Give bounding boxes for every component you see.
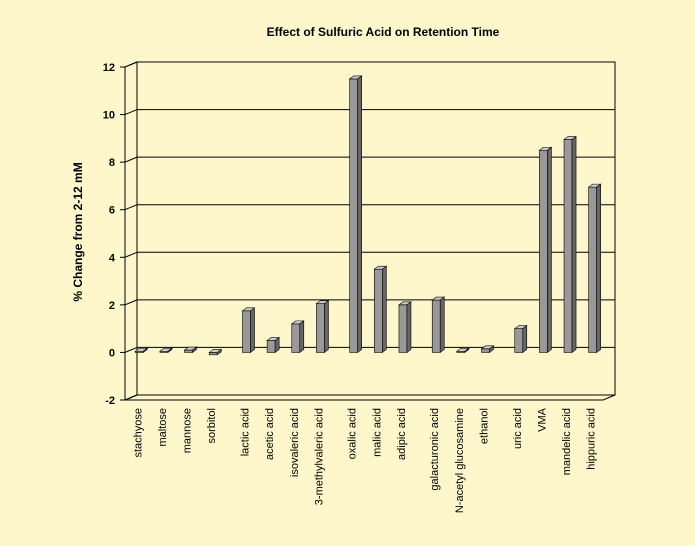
bar-side — [324, 300, 329, 354]
y-axis-label: % Change from 2-12 mM — [71, 162, 85, 301]
bar-side — [192, 346, 197, 354]
bar — [241, 307, 256, 354]
x-tick-label: uric acid — [512, 408, 524, 449]
grid-line — [124, 156, 138, 163]
grid-line — [124, 251, 138, 258]
bar — [563, 135, 577, 354]
grid-line — [124, 299, 138, 306]
y-tick-label: 8 — [109, 157, 115, 169]
bar-side — [274, 336, 280, 354]
chart-title: Effect of Sulfuric Acid on Retention Tim… — [267, 25, 500, 39]
bar-side — [382, 265, 387, 354]
bar — [373, 265, 388, 354]
grid-line — [124, 394, 138, 401]
y-tick-label: 0 — [109, 347, 115, 359]
bar — [587, 183, 602, 354]
bar-front — [374, 268, 383, 353]
floor — [124, 394, 616, 401]
x-tick-label: adipic acid — [396, 408, 408, 460]
grid-line — [124, 204, 138, 211]
bar — [513, 325, 528, 354]
x-tick-label: galacturonic acid — [429, 408, 441, 491]
bar-front — [349, 78, 358, 353]
y-tick-label: -2 — [105, 395, 115, 407]
y-tick-label: 12 — [103, 62, 115, 74]
y-tick-label: 6 — [109, 205, 115, 217]
bar-front — [266, 340, 276, 353]
bar — [183, 346, 198, 354]
grid-line — [124, 109, 138, 116]
bar-side — [216, 348, 222, 356]
bar-front — [242, 310, 251, 353]
x-tick-label: hippuric acid — [586, 408, 598, 470]
x-tick-label: malic acid — [371, 408, 383, 457]
bar — [290, 320, 305, 354]
bar-front — [431, 299, 441, 353]
bar-front — [316, 303, 325, 353]
bar — [266, 336, 281, 354]
bar — [398, 301, 412, 354]
bar-side — [464, 347, 470, 354]
x-tick-label: maltose — [157, 408, 169, 447]
bar-side — [250, 307, 255, 354]
bar-side — [489, 345, 494, 354]
bar-front — [588, 186, 597, 353]
x-tick-label: mannose — [182, 408, 194, 453]
x-tick-label: ethanol — [479, 408, 491, 444]
bar — [538, 146, 553, 354]
grid-line — [124, 346, 138, 353]
bar — [134, 347, 149, 354]
bar-side — [547, 146, 552, 354]
y-tick-label: 10 — [103, 110, 115, 122]
y-tick-label: 4 — [109, 252, 116, 264]
x-tick-label: isovaleric acid — [289, 408, 301, 477]
grid-line — [124, 61, 138, 68]
x-tick-label: lactic acid — [240, 408, 252, 456]
bar — [431, 296, 446, 354]
bar — [348, 75, 363, 354]
bar — [159, 347, 173, 354]
bar-front — [291, 323, 301, 353]
side-wall — [124, 61, 138, 401]
bar-front — [398, 304, 408, 353]
bar — [315, 300, 330, 354]
bar — [455, 347, 470, 354]
bar-side — [522, 325, 528, 354]
bar — [480, 345, 495, 354]
bar-side — [571, 135, 577, 354]
bar-side — [439, 296, 445, 354]
bar-side — [406, 301, 412, 354]
bar — [208, 348, 223, 356]
bar-front — [208, 352, 218, 356]
bar-side — [299, 320, 305, 354]
x-tick-label: N-acetyl glucosamine — [454, 408, 466, 513]
x-tick-label: acetic acid — [264, 408, 276, 460]
bar-front — [514, 328, 524, 353]
y-tick-label: 2 — [109, 300, 115, 312]
bar-side — [143, 347, 148, 354]
x-tick-label: 3-methylvaleric acid — [313, 408, 325, 505]
x-tick-label: stachyose — [132, 408, 144, 458]
x-tick-label: VMA — [536, 407, 548, 432]
x-tick-label: mandelic acid — [561, 408, 573, 475]
bar-side — [357, 75, 362, 354]
bar-front — [539, 149, 548, 353]
bar-front — [184, 349, 193, 353]
bar-front — [481, 348, 490, 353]
bar-side — [167, 347, 173, 354]
x-tick-label: oxalic acid — [347, 408, 359, 459]
bar-front — [563, 139, 573, 353]
bar-side — [596, 183, 601, 354]
x-tick-label: sorbitol — [206, 408, 218, 443]
